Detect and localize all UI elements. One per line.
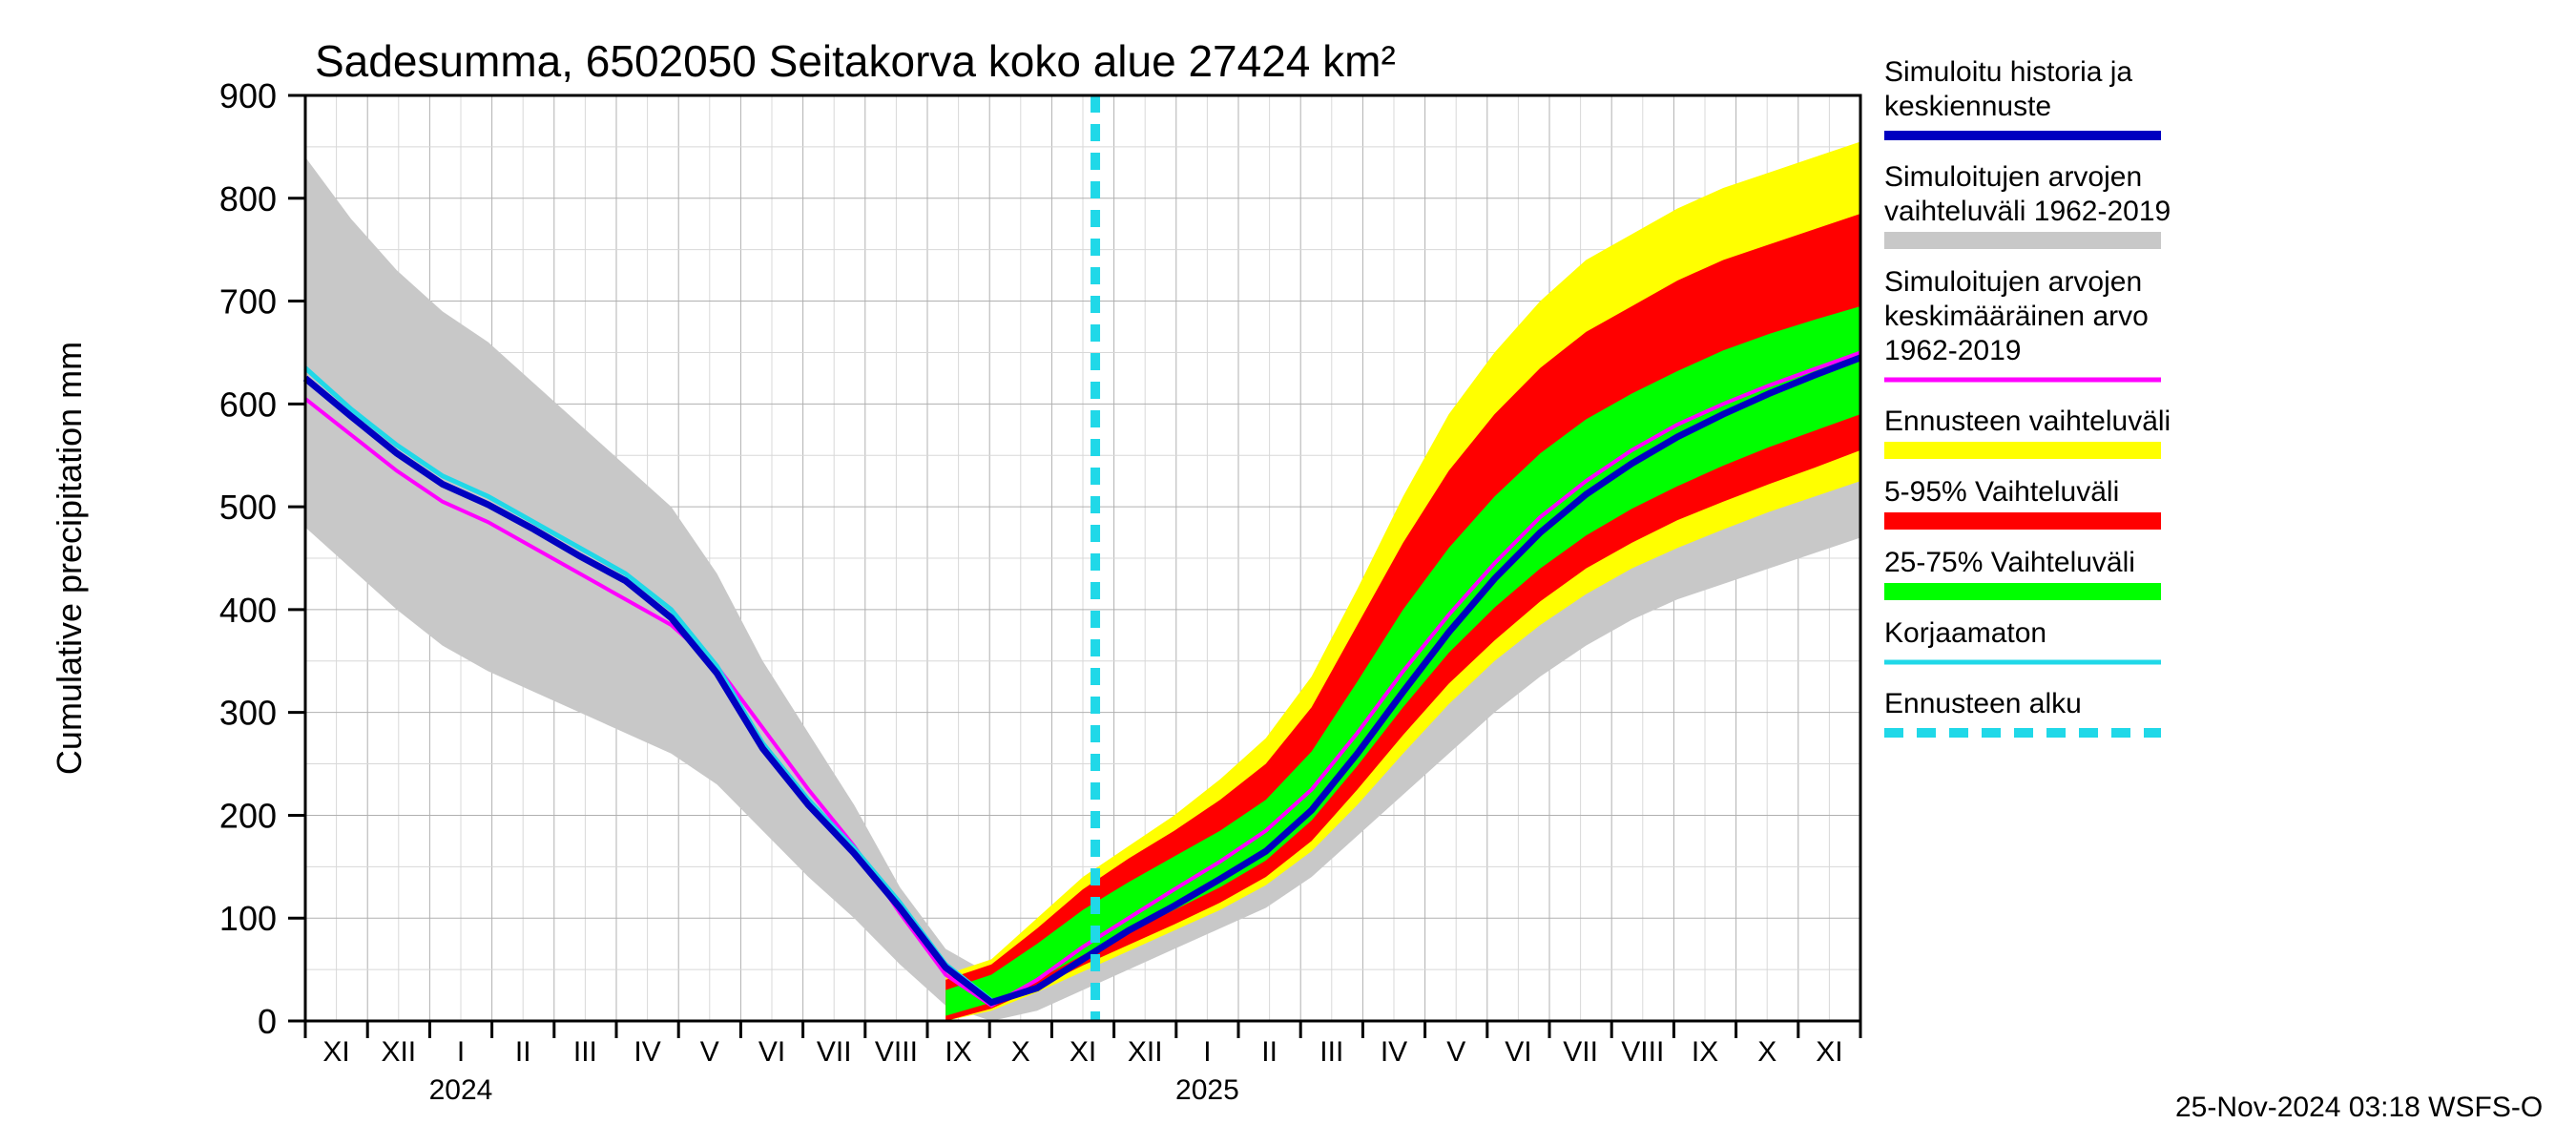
legend-label: 1962-2019 xyxy=(1884,335,2021,366)
legend-label: Simuloitujen arvojen xyxy=(1884,161,2142,193)
month-label: I xyxy=(457,1036,465,1068)
legend: Simuloitu historia jakeskiennuste Simuloi… xyxy=(1884,56,2171,733)
month-label: XII xyxy=(1128,1036,1163,1068)
x-axis: XIXIIIIIIIIIVVVIVIIVIIIIXXXIXIIIIIIIIIVV… xyxy=(305,1021,1860,1106)
legend-swatch xyxy=(1884,232,2161,249)
y-axis: 0 100 200 300 400 500 600 700 800 900 xyxy=(219,76,305,1041)
y-tick-label: 0 xyxy=(258,1002,277,1041)
legend-label: Korjaamaton xyxy=(1884,617,2046,649)
month-label: XI xyxy=(1816,1036,1842,1068)
month-label: XI xyxy=(322,1036,349,1068)
month-label: XI xyxy=(1070,1036,1096,1068)
month-label: VI xyxy=(1505,1036,1531,1068)
legend-swatch xyxy=(1884,512,2161,530)
month-label: II xyxy=(515,1036,531,1068)
legend-label: Ennusteen vaihteluväli xyxy=(1884,406,2171,437)
y-tick-label: 600 xyxy=(219,385,277,424)
legend-label: Simuloitu historia ja xyxy=(1884,56,2132,88)
month-label: I xyxy=(1203,1036,1211,1068)
y-tick-label: 800 xyxy=(219,179,277,219)
month-label: VII xyxy=(817,1036,852,1068)
y-axis-label: Cumulative precipitation mm xyxy=(50,342,89,775)
legend-swatch xyxy=(1884,442,2161,459)
y-tick-label: 100 xyxy=(219,899,277,938)
legend-label: Simuloitujen arvojen xyxy=(1884,266,2142,298)
year-label: 2025 xyxy=(1175,1074,1239,1106)
month-label: V xyxy=(1446,1036,1465,1068)
month-label: IX xyxy=(945,1036,971,1068)
month-label: II xyxy=(1261,1036,1278,1068)
y-tick-label: 900 xyxy=(219,76,277,115)
month-label: VI xyxy=(758,1036,785,1068)
legend-label: 25-75% Vaihteluväli xyxy=(1884,547,2135,578)
month-label: X xyxy=(1011,1036,1030,1068)
month-label: IV xyxy=(634,1036,660,1068)
month-label: IX xyxy=(1692,1036,1718,1068)
legend-swatch xyxy=(1884,583,2161,600)
y-tick-label: 700 xyxy=(219,282,277,322)
y-tick-label: 300 xyxy=(219,694,277,733)
legend-label: keskimääräinen arvo xyxy=(1884,301,2149,332)
legend-label: keskiennuste xyxy=(1884,91,2051,122)
footer-timestamp: 25-Nov-2024 03:18 WSFS-O xyxy=(2175,1092,2543,1123)
legend-label: Ennusteen alku xyxy=(1884,688,2082,719)
month-label: IV xyxy=(1381,1036,1407,1068)
y-tick-label: 200 xyxy=(219,796,277,835)
legend-label: 5-95% Vaihteluväli xyxy=(1884,476,2119,508)
y-tick-label: 400 xyxy=(219,591,277,630)
year-label: 2024 xyxy=(429,1074,493,1106)
y-tick-label: 500 xyxy=(219,488,277,527)
month-label: III xyxy=(573,1036,597,1068)
month-label: XII xyxy=(381,1036,416,1068)
month-label: VII xyxy=(1563,1036,1598,1068)
precipitation-chart: 0 100 200 300 400 500 600 700 800 900 Cumulative p… xyxy=(0,0,2576,1145)
month-label: VIII xyxy=(875,1036,918,1068)
month-label: III xyxy=(1319,1036,1343,1068)
legend-label: vaihteluväli 1962-2019 xyxy=(1884,196,2171,227)
chart-title: Sadesumma, 6502050 Seitakorva koko alue … xyxy=(315,36,1396,86)
month-label: X xyxy=(1757,1036,1776,1068)
month-label: VIII xyxy=(1621,1036,1664,1068)
month-label: V xyxy=(700,1036,719,1068)
